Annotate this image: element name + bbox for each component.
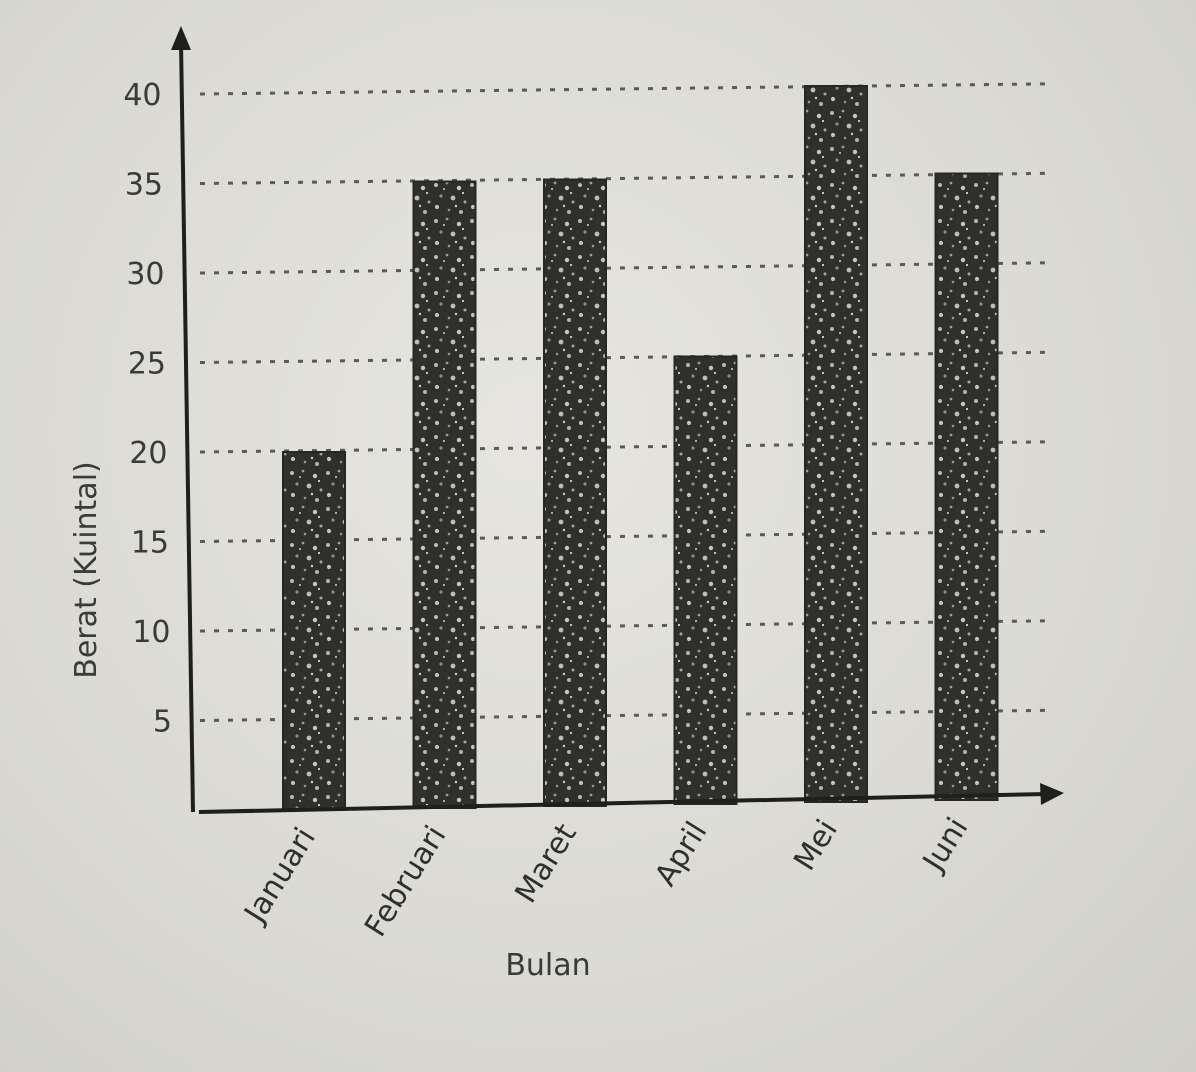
axes bbox=[171, 26, 1064, 814]
y-tick-label: 10 bbox=[132, 615, 170, 650]
grid-line-30 bbox=[199, 261, 1051, 275]
y-tick-label: 15 bbox=[131, 526, 169, 561]
y-tick-label: 20 bbox=[129, 436, 167, 471]
x-axis-arrow-icon bbox=[1040, 783, 1064, 805]
x-tick-labels: Januari Februari Maret April Mei Juni bbox=[237, 812, 976, 943]
grid-line-35 bbox=[199, 171, 1051, 185]
y-tick-label: 35 bbox=[125, 168, 163, 203]
y-axis-line bbox=[179, 41, 195, 813]
x-axis-line bbox=[198, 792, 1049, 814]
bar-mei bbox=[804, 85, 868, 803]
x-axis-title: Bulan bbox=[505, 948, 590, 983]
y-tick-label: 40 bbox=[123, 78, 161, 113]
x-tick-label-mei: Mei bbox=[787, 814, 845, 877]
y-tick-label: 5 bbox=[153, 705, 172, 740]
grid-line-20 bbox=[199, 440, 1051, 454]
y-tick-label: 25 bbox=[128, 347, 166, 382]
bar-april bbox=[673, 355, 738, 805]
bar-februari bbox=[412, 180, 477, 809]
x-tick-label-januari: Januari bbox=[237, 822, 323, 931]
y-tick-label: 30 bbox=[126, 257, 164, 292]
x-tick-label-april: April bbox=[648, 816, 714, 893]
grid-line-40 bbox=[199, 82, 1051, 96]
bar-juni bbox=[934, 172, 999, 801]
x-tick-label-maret: Maret bbox=[508, 817, 583, 909]
x-tick-label-juni: Juni bbox=[915, 812, 975, 879]
y-axis-arrow-icon bbox=[171, 26, 191, 50]
y-tick-labels: 5 10 15 20 25 30 35 40 bbox=[123, 78, 172, 740]
bars bbox=[282, 85, 999, 811]
bar-maret bbox=[543, 178, 607, 807]
grid-line-25 bbox=[199, 350, 1051, 364]
x-tick-label-februari: Februari bbox=[358, 820, 453, 943]
bar-januari bbox=[282, 451, 346, 811]
y-axis-title: Berat (Kuintal) bbox=[69, 461, 104, 679]
